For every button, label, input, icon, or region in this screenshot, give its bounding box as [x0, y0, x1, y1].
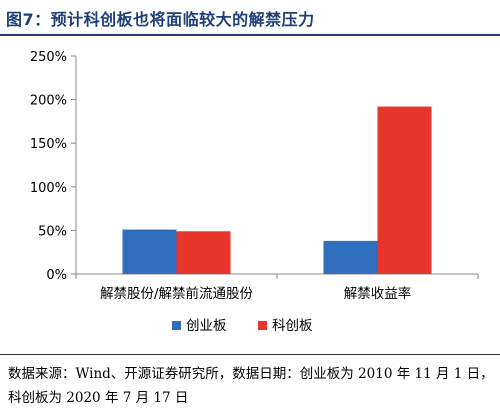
y-tick-label: 250% — [30, 50, 67, 65]
y-tick-label: 200% — [30, 94, 67, 109]
x-category-label: 解禁收益率 — [344, 285, 412, 302]
x-category-label: 解禁股份/解禁前流通股份 — [100, 285, 254, 302]
legend-label: 科创板 — [272, 318, 313, 334]
legend-swatch — [258, 321, 267, 330]
data-source-note: 数据来源：Wind、开源证券研究所，数据日期：创业板为 2010 年 11 月 … — [8, 366, 494, 406]
bar-chart: 0% 50% 100% 150% 200% 250% 解禁股份/解禁前流通股份 解禁收益率创业… — [30, 50, 479, 334]
legend-label: 创业板 — [186, 318, 227, 334]
bar-kechuangban — [377, 106, 432, 275]
bar-kechuangban — [176, 231, 231, 274]
chart-area: 0% 50% 100% 150% 200% 250% 解禁股份/解禁前流通股份 解禁收益率创业… — [0, 40, 500, 352]
y-tick-label: 150% — [30, 137, 67, 152]
chart-title: 图7：预计科创板也将面临较大的解禁压力 — [6, 10, 315, 29]
bar-chuangyeban — [122, 229, 177, 274]
legend-swatch — [172, 321, 181, 330]
y-tick-label: 100% — [30, 181, 67, 196]
source-divider — [0, 354, 500, 355]
title-divider — [0, 34, 500, 36]
y-tick-label: 50% — [38, 224, 67, 239]
bar-chuangyeban — [323, 240, 378, 274]
y-tick-label: 0% — [46, 268, 67, 283]
